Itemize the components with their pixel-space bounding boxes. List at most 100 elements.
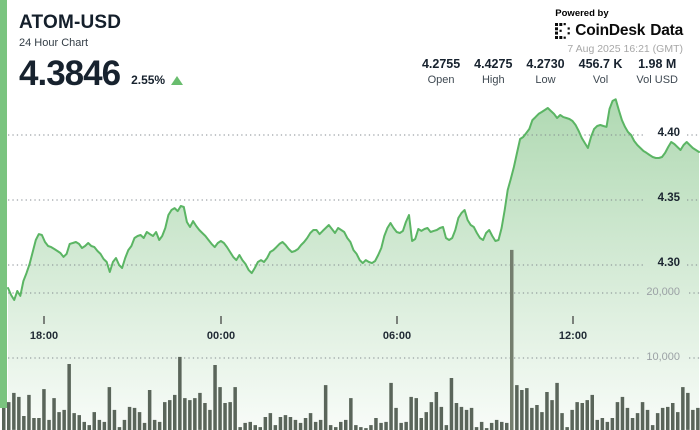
branding-block: Powered by CoinDesk Data 7 Aug 2025 16:2…	[555, 8, 683, 55]
up-triangle-icon	[171, 75, 184, 85]
volume-bar	[650, 425, 655, 430]
volume-bar	[479, 421, 484, 430]
volume-bar	[595, 419, 599, 430]
volume-bar	[696, 407, 700, 430]
volume-bar	[645, 409, 650, 430]
volume-bar	[193, 398, 197, 430]
volume-bar	[278, 417, 283, 430]
stat-open-value: 4.2755	[421, 57, 461, 71]
volume-bar	[308, 413, 313, 430]
volume-bar	[112, 409, 117, 430]
volume-bar	[67, 364, 71, 430]
price-row: 4.3846 2.55%	[19, 54, 184, 93]
volume-bar	[82, 421, 86, 430]
header: ATOM-USD 24 Hour Chart 4.3846 2.55%	[19, 12, 184, 93]
price-line	[7, 98, 700, 301]
symbol-title: ATOM-USD	[19, 12, 122, 33]
current-price: 4.3846	[19, 54, 121, 93]
logo-text-data: Data	[650, 22, 683, 39]
volume-bar	[520, 390, 524, 430]
volume-bar	[434, 392, 439, 430]
volume-bar	[142, 422, 147, 430]
volume-bar	[77, 415, 81, 430]
time-tick-mark	[220, 316, 222, 324]
stat-vol-usd-label: Vol USD	[636, 74, 678, 86]
chart-subtitle: 24 Hour Chart	[19, 37, 89, 49]
time-tick-mark	[572, 316, 574, 324]
volume-bar	[2, 406, 6, 430]
volume-bar	[610, 418, 615, 430]
volume-bar	[515, 385, 519, 430]
volume-bar	[218, 387, 222, 430]
volume-bar	[585, 400, 589, 430]
volume-bar	[575, 402, 579, 430]
volume-bar	[248, 421, 252, 430]
volume-bar	[364, 428, 368, 430]
volume-bar	[203, 403, 207, 430]
volume-bar	[47, 419, 51, 430]
volume-bar	[233, 387, 237, 430]
volume-bar	[419, 418, 423, 430]
volume-bar	[500, 421, 504, 430]
volume-bar	[399, 422, 403, 430]
volume-bar	[258, 427, 262, 430]
change-percent: 2.55%	[131, 73, 166, 88]
volume-bar	[454, 403, 459, 430]
volume-bar	[97, 419, 102, 430]
volume-bar	[57, 412, 61, 430]
volume-bar	[238, 427, 242, 430]
volume-bar	[288, 417, 293, 430]
volume-bar	[168, 400, 172, 430]
volume-bar	[555, 382, 559, 430]
volume-bar	[655, 413, 660, 430]
stat-low-label: Low	[535, 74, 556, 86]
volume-bar	[303, 418, 308, 430]
volume-bar	[293, 419, 298, 430]
volume-bar	[570, 409, 574, 430]
volume-bar	[132, 407, 137, 430]
volume-bar	[671, 403, 675, 430]
volume-bar	[560, 413, 564, 430]
volume-bar	[540, 412, 544, 430]
volume-bar	[459, 406, 464, 430]
volume-bar	[666, 406, 670, 430]
volume-bar	[37, 418, 41, 430]
volume-bar	[12, 392, 16, 430]
volume-bar	[354, 425, 358, 430]
coindesk-data-logo[interactable]: CoinDesk Data	[555, 22, 683, 40]
volume-bar	[615, 402, 620, 430]
volume-bar	[686, 392, 690, 430]
stat-low-value: 4.2730	[526, 57, 565, 71]
volume-bar	[379, 422, 383, 430]
volume-bar	[344, 419, 348, 430]
volume-bar	[313, 421, 318, 430]
volume-bar	[590, 394, 594, 430]
volume-bar	[127, 406, 132, 430]
volume-bar	[323, 385, 328, 430]
volume-bar	[359, 427, 363, 430]
volume-bar	[52, 398, 56, 430]
stat-open: 4.2755 Open	[422, 57, 460, 86]
volume-bar	[489, 422, 494, 430]
volume-bar	[384, 421, 388, 430]
chart-timestamp: 7 Aug 2025 16:21 (GMT)	[567, 43, 683, 55]
volume-bar	[625, 407, 630, 430]
volume-bar	[494, 419, 499, 430]
volume-bar	[681, 387, 685, 430]
volume-bar	[157, 421, 162, 430]
volume-bar	[600, 418, 605, 430]
volume-bar	[545, 392, 549, 430]
volume-bar	[429, 402, 434, 430]
volume-bar	[27, 394, 31, 430]
volume-bar	[389, 382, 393, 430]
volume-bar	[147, 390, 152, 430]
volume-bar	[263, 417, 268, 430]
stat-high-value: 4.4275	[474, 57, 513, 71]
volume-bar	[469, 407, 474, 430]
volume-bar	[640, 402, 645, 430]
volume-bar	[414, 398, 418, 430]
stat-open-label: Open	[427, 74, 455, 86]
stat-vol-label: Vol	[592, 74, 609, 86]
